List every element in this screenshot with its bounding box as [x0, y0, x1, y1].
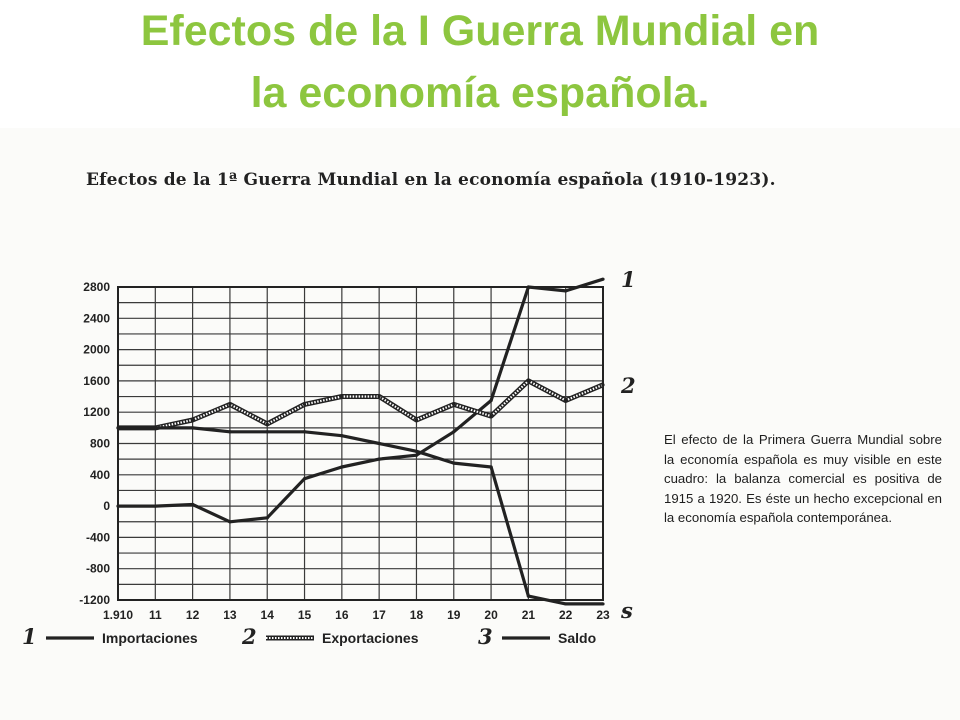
y-tick-label: 800 — [90, 437, 110, 451]
legend-marker-1: 1 — [22, 624, 37, 649]
data-point — [377, 394, 381, 399]
x-tick-label: 1.910 — [103, 608, 133, 622]
chart-title: Efectos de la 1ª Guerra Mundial en la ec… — [86, 170, 776, 190]
y-tick-label: 1200 — [83, 405, 110, 419]
data-point — [265, 516, 269, 520]
series-line-2-hatch — [118, 379, 604, 429]
data-point — [601, 383, 605, 387]
data-point — [564, 289, 568, 293]
data-point — [302, 430, 307, 434]
series-line-1 — [118, 277, 604, 524]
legend-marker-2: 2 — [241, 624, 257, 649]
y-tick-label: 2800 — [83, 280, 110, 294]
data-point — [153, 426, 157, 430]
data-point — [564, 398, 568, 403]
data-point — [526, 285, 530, 289]
series-end-label: s — [620, 598, 633, 623]
data-point — [191, 502, 195, 507]
x-tick-label: 17 — [372, 608, 386, 622]
y-tick-label: 1600 — [83, 374, 110, 388]
data-point — [191, 426, 195, 430]
x-tick-label: 20 — [484, 608, 498, 622]
data-point — [414, 453, 419, 457]
x-tick-label: 21 — [522, 608, 536, 622]
legend-label-2: Exportaciones — [322, 630, 419, 646]
data-point — [153, 504, 157, 508]
data-point — [191, 418, 195, 422]
data-point — [228, 520, 232, 524]
y-tick-label: -800 — [86, 562, 110, 576]
data-point — [414, 418, 419, 422]
data-point — [452, 461, 456, 465]
data-point — [377, 457, 381, 461]
data-point — [340, 465, 344, 469]
y-tick-label: 400 — [90, 468, 110, 482]
slide-title-line-2: la economía española. — [250, 69, 710, 117]
data-point — [302, 402, 307, 406]
y-tick-label: 2400 — [83, 311, 110, 325]
data-point — [116, 426, 120, 430]
y-tick-label: 0 — [103, 499, 110, 513]
data-point — [228, 402, 232, 406]
slide-title: Efectos de la I Guerra Mundial en la eco… — [0, 0, 960, 125]
data-point — [265, 430, 269, 434]
plot-frame — [117, 286, 604, 601]
data-point — [116, 504, 120, 508]
x-tick-label: 11 — [149, 608, 162, 622]
scanned-figure — [0, 128, 960, 720]
data-point — [340, 394, 344, 399]
data-point — [302, 477, 307, 481]
data-point — [228, 430, 232, 434]
data-point — [489, 398, 493, 403]
data-point — [452, 430, 456, 434]
data-point — [414, 449, 419, 453]
series-end-label: 2 — [620, 373, 636, 398]
y-tick-label: -1200 — [79, 593, 110, 607]
y-tick-label: -400 — [86, 530, 110, 544]
explanatory-note: El efecto de la Primera Guerra Mundial s… — [664, 432, 942, 526]
data-point — [526, 379, 530, 383]
data-point — [601, 602, 605, 606]
x-tick-label: 19 — [447, 608, 461, 622]
x-tick-label: 23 — [596, 608, 610, 622]
x-tick-label: 18 — [410, 608, 424, 622]
legend-marker-3: 3 — [478, 624, 493, 649]
data-point — [265, 422, 269, 426]
series-line-3 — [118, 426, 603, 606]
data-point — [564, 602, 568, 606]
slide-title-line-1: Efectos de la I Guerra Mundial en — [140, 7, 820, 55]
x-tick-label: 12 — [186, 608, 200, 622]
data-point — [452, 402, 456, 406]
x-tick-label: 16 — [335, 608, 349, 622]
x-tick-label: 13 — [223, 608, 237, 622]
data-point — [489, 414, 493, 418]
data-point — [489, 465, 493, 469]
legend-label-3: Saldo — [558, 630, 596, 646]
data-point — [526, 594, 530, 598]
data-point — [377, 441, 381, 446]
x-tick-label: 14 — [261, 608, 275, 622]
data-point — [340, 434, 344, 438]
series-end-label: 1 — [621, 267, 636, 292]
legend-label-1: Importaciones — [102, 630, 198, 646]
y-tick-label: 2000 — [83, 343, 110, 357]
x-tick-label: 15 — [298, 608, 312, 622]
data-point — [601, 277, 605, 281]
x-tick-label: 22 — [559, 608, 573, 622]
